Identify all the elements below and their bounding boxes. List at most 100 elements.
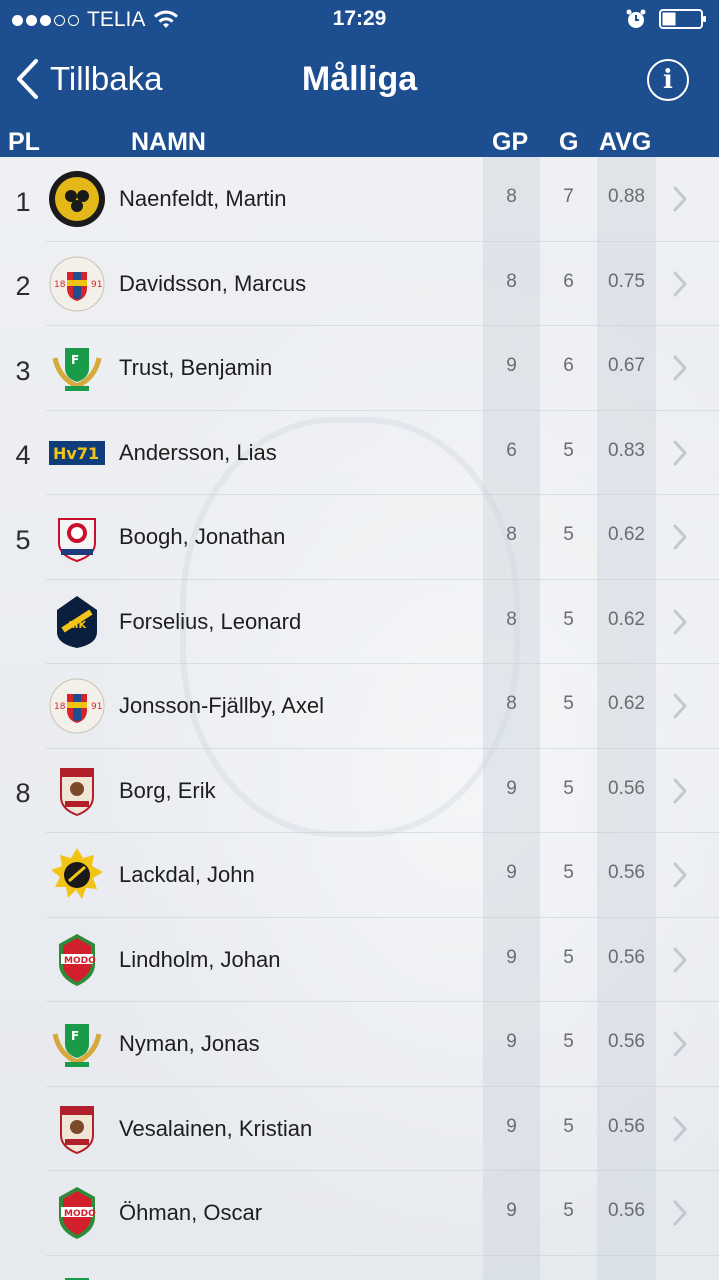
g-cell: 5 bbox=[563, 608, 574, 630]
team-logo bbox=[46, 833, 108, 918]
g-cell: 5 bbox=[563, 1200, 574, 1222]
avg-cell: 0.56 bbox=[597, 748, 656, 833]
avg-cell: 0.56 bbox=[597, 1171, 656, 1256]
header: TELIA 17:29 Tillb bbox=[0, 0, 719, 157]
gp-cell: 9 bbox=[483, 1171, 540, 1256]
gp-cell: 8 bbox=[483, 664, 540, 749]
table-row[interactable]: MODO Lindholm, Johan 9 5 0.56 bbox=[0, 917, 719, 1003]
svg-text:AIK: AIK bbox=[67, 620, 87, 631]
chevron-right-icon bbox=[673, 1031, 687, 1057]
nav-bar: Tillbaka Målliga i bbox=[0, 40, 719, 124]
avg-cell: 0.56 bbox=[597, 1002, 656, 1087]
gp-cell: 9 bbox=[483, 326, 540, 411]
wifi-icon bbox=[154, 10, 179, 28]
frolunda-icon bbox=[60, 767, 94, 816]
gp-cell: 8 bbox=[483, 495, 540, 580]
goal-league-list[interactable]: 1 Naenfeldt, Martin 8 7 0.88 2 18 91 Davidsson, … bbox=[0, 157, 719, 1280]
avg-cell bbox=[597, 1255, 656, 1280]
player-name: Naenfeldt, Martin bbox=[119, 186, 287, 212]
player-name: Lindholm, Johan bbox=[119, 946, 281, 972]
table-row[interactable]: AIK Forselius, Leonard 8 5 0.62 bbox=[0, 579, 719, 665]
rank-cell bbox=[0, 1087, 46, 1172]
team-logo bbox=[46, 749, 108, 834]
table-row[interactable]: Vesalainen, Kristian 9 5 0.56 bbox=[0, 1086, 719, 1172]
table-row[interactable]: 5 Boogh, Jonathan 8 5 0.62 bbox=[0, 495, 719, 580]
chevron-right-icon bbox=[673, 186, 687, 212]
chevron-right-icon bbox=[673, 947, 687, 972]
g-cell: 5 bbox=[563, 862, 574, 884]
avg-cell: 0.67 bbox=[597, 326, 656, 411]
player-name: Jonsson-Fjällby, Axel bbox=[119, 693, 325, 719]
rank-cell bbox=[0, 1171, 46, 1256]
table-row[interactable]: 8 Borg, Erik 9 5 0.56 bbox=[0, 748, 719, 834]
modo-icon: MODO bbox=[59, 933, 96, 986]
brynas-icon bbox=[49, 171, 105, 228]
player-name: Vesalainen, Kristian bbox=[119, 1115, 313, 1141]
info-icon: i bbox=[663, 65, 673, 95]
background-emblem bbox=[180, 417, 520, 837]
avg-cell: 0.62 bbox=[597, 579, 656, 664]
player-name: Öhman, Oscar bbox=[119, 1200, 263, 1226]
linkoping-icon bbox=[58, 518, 96, 563]
status-time: 17:29 bbox=[332, 7, 387, 30]
team-logo: F bbox=[46, 1256, 108, 1280]
team-logo: Hv71 bbox=[46, 411, 108, 496]
djurgarden-icon: 18 91 bbox=[49, 678, 105, 734]
rank-cell: 4 bbox=[15, 440, 31, 471]
table-row[interactable]: MODO Öhman, Oscar 9 5 0.56 bbox=[0, 1171, 719, 1256]
table-row[interactable]: 1 Naenfeldt, Martin 8 7 0.88 bbox=[0, 157, 719, 242]
rank-cell: 3 bbox=[15, 355, 31, 386]
player-name: Borg, Erik bbox=[119, 777, 216, 803]
avg-cell: 0.56 bbox=[597, 1086, 656, 1171]
hv71-icon: Hv71 bbox=[49, 440, 105, 465]
team-logo: AIK bbox=[46, 580, 108, 665]
table-row[interactable]: F bbox=[0, 1255, 719, 1280]
player-name: Andersson, Lias bbox=[119, 439, 277, 465]
chevron-right-icon bbox=[673, 524, 687, 550]
chevron-right-icon bbox=[673, 440, 687, 465]
rank-cell bbox=[0, 1002, 46, 1087]
g-cell: 6 bbox=[563, 270, 574, 292]
chevron-right-icon bbox=[673, 271, 687, 296]
gp-cell: 9 bbox=[483, 1002, 540, 1087]
g-cell: 5 bbox=[563, 946, 574, 968]
rank-cell bbox=[0, 918, 46, 1003]
alarm-icon bbox=[626, 9, 646, 28]
back-button[interactable]: Tillbaka bbox=[14, 58, 163, 100]
djurgarden-icon: 18 91 bbox=[49, 256, 105, 312]
avg-cell: 0.88 bbox=[597, 157, 656, 242]
rank-cell: 8 bbox=[15, 778, 31, 809]
gp-cell: 8 bbox=[483, 241, 540, 326]
table-row[interactable]: 2 18 91 Davidsson, Marcus 8 6 0.75 bbox=[0, 241, 719, 327]
battery-icon bbox=[659, 9, 706, 29]
chevron-right-icon bbox=[673, 778, 687, 803]
team-logo: 18 91 bbox=[46, 664, 108, 749]
column-g: G bbox=[559, 128, 579, 156]
column-namn: NAMN bbox=[131, 128, 206, 156]
g-cell: 5 bbox=[563, 1115, 574, 1137]
column-header: PL NAMN GP G AVG bbox=[0, 124, 719, 157]
g-cell: 5 bbox=[563, 693, 574, 715]
player-name: Forselius, Leonard bbox=[119, 608, 302, 634]
team-logo bbox=[46, 495, 108, 580]
player-name: Trust, Benjamin bbox=[119, 355, 273, 381]
g-cell: 5 bbox=[563, 1031, 574, 1053]
table-row[interactable]: 4 Hv71 Andersson, Lias 6 5 0.83 bbox=[0, 410, 719, 496]
chevron-right-icon bbox=[673, 355, 687, 381]
carrier-label: TELIA bbox=[87, 8, 146, 31]
rank-cell bbox=[0, 1256, 46, 1280]
table-row[interactable]: F Nyman, Jonas 9 5 0.56 bbox=[0, 1002, 719, 1087]
signal-strength-icon bbox=[12, 14, 79, 26]
team-logo: 18 91 bbox=[46, 242, 108, 327]
info-button[interactable]: i bbox=[647, 59, 689, 101]
table-row[interactable]: 18 91 Jonsson-Fjällby, Axel 8 5 0.62 bbox=[0, 664, 719, 749]
status-bar: TELIA 17:29 bbox=[0, 0, 719, 40]
svg-text:MODO: MODO bbox=[64, 956, 96, 966]
table-row[interactable]: Lackdal, John 9 5 0.56 bbox=[0, 833, 719, 918]
avg-cell: 0.62 bbox=[597, 664, 656, 749]
avg-cell: 0.62 bbox=[597, 495, 656, 580]
table-row[interactable]: 3 F Trust, Benjamin 9 6 0.67 bbox=[0, 326, 719, 411]
avg-cell: 0.75 bbox=[597, 241, 656, 326]
svg-text:F: F bbox=[71, 1029, 79, 1043]
svg-text:18: 18 bbox=[54, 702, 66, 712]
